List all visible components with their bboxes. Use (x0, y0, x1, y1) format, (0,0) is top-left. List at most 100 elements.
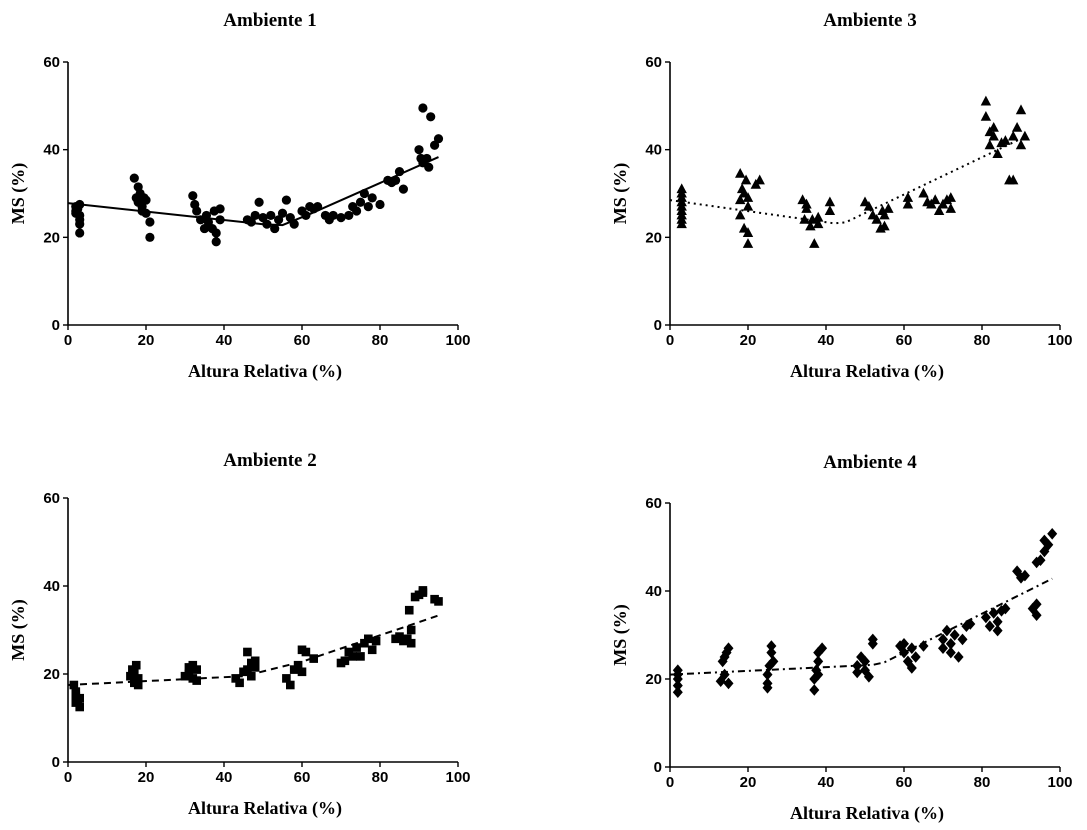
y-tick-label: 20 (645, 229, 662, 246)
data-point (965, 618, 976, 630)
x-axis-label: Altura Relativa (%) (790, 361, 944, 382)
data-point (367, 193, 377, 203)
data-point (766, 646, 777, 659)
data-point (426, 112, 436, 122)
data-point (766, 640, 777, 652)
data-point (899, 638, 909, 650)
x-tick-label: 40 (216, 332, 233, 349)
x-tick-label: 0 (666, 774, 674, 791)
data-point (672, 686, 683, 698)
x-tick-label: 100 (445, 332, 470, 349)
data-point (740, 174, 752, 185)
data-point (371, 636, 381, 646)
data-point (945, 646, 956, 659)
data-point (988, 130, 999, 141)
x-tick-label: 20 (138, 769, 155, 786)
data-point (1019, 130, 1031, 141)
data-point (762, 668, 773, 681)
data-point (902, 198, 914, 209)
fit-line (67, 156, 439, 227)
data-point (286, 680, 295, 690)
y-tick-label: 60 (43, 54, 60, 71)
data-point (75, 702, 84, 712)
data-point (301, 647, 311, 657)
data-point (282, 674, 291, 683)
data-point (395, 632, 404, 641)
data-point (809, 238, 820, 248)
data-point (809, 684, 820, 696)
data-point (1031, 609, 1042, 621)
x-tick-label: 0 (64, 332, 72, 349)
data-point (348, 652, 357, 661)
y-tick-label: 40 (43, 142, 60, 159)
data-point (768, 655, 779, 668)
data-point (243, 647, 252, 657)
data-point (799, 214, 810, 224)
data-point (813, 668, 824, 681)
data-point (250, 656, 260, 666)
data-point (852, 666, 863, 679)
data-point (735, 167, 746, 178)
x-tick-label: 60 (294, 769, 311, 786)
data-point (742, 227, 754, 237)
data-point (192, 206, 202, 216)
data-point (984, 139, 995, 150)
data-point (266, 210, 276, 221)
x-tick-label: 80 (372, 769, 389, 786)
data-point (141, 195, 151, 205)
data-point (211, 228, 221, 238)
chart-title: Ambiente 3 (823, 10, 916, 31)
data-point (871, 214, 882, 224)
data-point (980, 110, 992, 121)
data-point (953, 651, 964, 663)
data-point (824, 196, 836, 207)
data-point (1047, 528, 1058, 540)
data-point (406, 625, 416, 635)
data-point (719, 651, 730, 663)
data-point (805, 220, 816, 231)
chart-panel-1: Ambiente 1 0 20 40 60 80 100 0 20 40 60 Altura Rela… (8, 10, 471, 382)
data-point (344, 647, 354, 657)
data-point (742, 238, 754, 248)
chart-panel-2: Ambiente 3 0 20 40 60 80 100 0 20 40 60 Altura Rela… (610, 10, 1073, 382)
x-tick-label: 100 (1047, 774, 1072, 791)
data-point (403, 634, 412, 644)
data-point (1000, 602, 1011, 615)
data-point (243, 665, 252, 674)
data-point (360, 638, 369, 648)
data-point (398, 184, 408, 194)
data-point (355, 197, 366, 207)
data-point (918, 187, 929, 198)
data-point (367, 645, 377, 655)
data-point (918, 640, 929, 652)
data-point (414, 145, 424, 155)
data-point (723, 642, 734, 654)
x-tick-label: 80 (372, 332, 389, 349)
data-point (418, 103, 428, 113)
data-point (1011, 121, 1023, 132)
data-point (879, 220, 890, 231)
data-point (992, 616, 1003, 628)
x-tick-label: 20 (740, 774, 757, 791)
data-point (933, 205, 945, 216)
data-point (906, 662, 917, 674)
data-point (735, 209, 746, 220)
data-point (813, 655, 824, 668)
data-point (192, 665, 201, 674)
data-point (133, 674, 143, 683)
y-tick-label: 40 (645, 583, 662, 600)
x-tick-label: 80 (974, 774, 991, 791)
x-axis-label: Altura Relativa (%) (188, 798, 342, 819)
data-point (250, 663, 260, 672)
data-point (1008, 130, 1019, 141)
data-point (735, 194, 746, 205)
data-point (879, 209, 890, 220)
data-point (1000, 135, 1011, 145)
x-tick-label: 40 (216, 769, 233, 786)
data-point (363, 202, 373, 212)
data-point (809, 673, 820, 685)
data-point (867, 633, 878, 646)
data-point (297, 667, 307, 677)
